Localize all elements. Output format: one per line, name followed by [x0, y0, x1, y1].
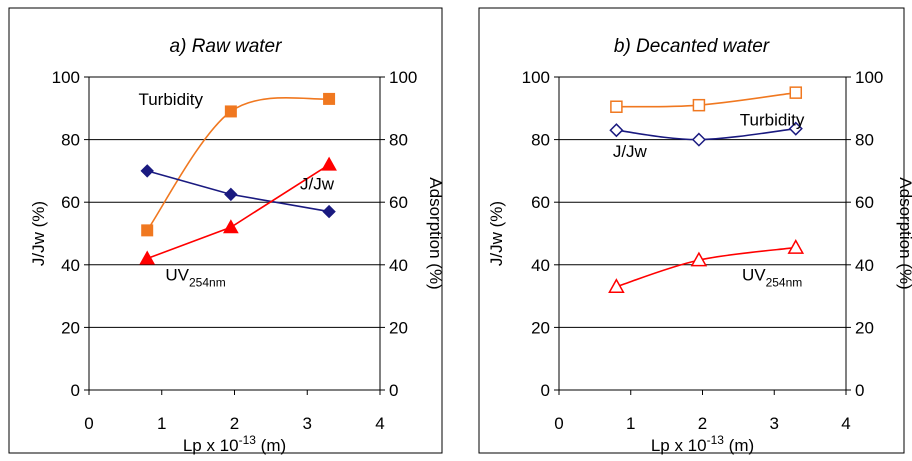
x-tick-label: 3: [770, 414, 779, 433]
y-tick-label: 60: [531, 193, 550, 212]
y2-axis-label: Adsorption (%): [426, 177, 445, 289]
data-point-triangle: [787, 239, 805, 254]
chart-frame: [8, 7, 443, 454]
y-tick-label: 40: [531, 256, 550, 275]
series-annotation-main: Turbidity: [740, 111, 805, 130]
chart-title: b) Decanted water: [614, 36, 770, 57]
y-tick-label: 20: [531, 318, 550, 337]
series-j-jw: [609, 121, 803, 147]
y2-tick-label: 100: [855, 68, 883, 87]
data-point-square: [224, 105, 237, 118]
data-point-triangle: [321, 156, 337, 171]
data-point-triangle: [690, 251, 708, 267]
series-turbidity: [610, 86, 803, 113]
x-axis-label-prefix: Lp x 10: [183, 436, 239, 455]
data-point-square: [692, 98, 706, 112]
x-axis-label-suffix: (m): [724, 436, 754, 455]
x-tick-label: 4: [375, 414, 384, 433]
data-point-diamond: [691, 132, 706, 147]
series-turbidity: [141, 92, 336, 237]
y-tick-label: 80: [61, 131, 80, 150]
y2-tick-label: 80: [389, 131, 408, 150]
x-tick-label: 0: [84, 414, 93, 433]
series-annotation-main: UV: [165, 265, 189, 284]
data-point-triangle: [139, 250, 156, 265]
y-tick-label: 100: [52, 68, 80, 87]
y-tick-label: 100: [522, 68, 550, 87]
data-point-triangle: [223, 219, 239, 234]
x-axis-label-prefix: Lp x 10: [651, 436, 707, 455]
series-annotation-main: J/Jw: [300, 175, 335, 194]
y-tick-label: 20: [61, 318, 80, 337]
data-point-square: [789, 86, 803, 99]
x-axis-label-suffix: (m): [256, 436, 286, 455]
data-point-diamond: [140, 164, 154, 178]
y2-tick-label: 0: [855, 381, 864, 400]
series-annotation: UV254nm: [165, 265, 225, 289]
y2-tick-label: 20: [855, 318, 874, 337]
data-point-diamond: [322, 204, 336, 219]
y2-tick-label: 60: [855, 193, 874, 212]
x-tick-label: 2: [698, 414, 707, 433]
x-tick-label: 1: [626, 414, 635, 433]
data-point-triangle: [608, 278, 625, 293]
y-tick-label: 0: [541, 381, 550, 400]
series-annotation-main: Turbidity: [138, 90, 203, 109]
series-annotation-sub: 254nm: [766, 275, 803, 289]
y2-tick-label: 40: [389, 256, 408, 275]
series-annotation: Turbidity: [138, 90, 203, 109]
x-tick-label: 3: [303, 414, 312, 433]
data-point-diamond: [224, 187, 238, 202]
data-point-diamond: [609, 123, 624, 138]
series-line: [616, 127, 796, 141]
y2-tick-label: 20: [389, 318, 408, 337]
y-tick-label: 60: [61, 193, 80, 212]
y2-axis-label: Adsorption (%): [896, 177, 912, 289]
x-axis-label: Lp x 10-13 (m): [651, 433, 754, 455]
series-uv254nm: [139, 156, 337, 265]
x-tick-label: 1: [157, 414, 166, 433]
y-tick-label: 0: [71, 381, 80, 400]
y-axis-label: J/Jw (%): [487, 201, 506, 266]
x-axis-label: Lp x 10-13 (m): [183, 433, 286, 455]
series-annotation: J/Jw: [300, 175, 335, 194]
series-line: [146, 96, 330, 231]
y2-tick-label: 60: [389, 193, 408, 212]
y2-tick-label: 80: [855, 131, 874, 150]
y2-tick-label: 40: [855, 256, 874, 275]
data-point-square: [610, 100, 623, 113]
series-annotation: Turbidity: [740, 111, 805, 130]
series-j-jw: [140, 164, 336, 219]
data-point-diamond: [788, 121, 803, 136]
x-axis-label-sup: -13: [239, 433, 257, 447]
x-tick-label: 4: [841, 414, 850, 433]
data-point-square: [141, 224, 154, 237]
x-tick-label: 2: [230, 414, 239, 433]
series-annotation-sub: 254nm: [189, 275, 226, 289]
series-uv254nm: [608, 239, 805, 293]
data-point-square: [323, 92, 336, 105]
series-line: [616, 91, 796, 108]
y-axis-label: J/Jw (%): [29, 201, 48, 266]
y-tick-label: 40: [61, 256, 80, 275]
chart-title: a) Raw water: [170, 36, 283, 57]
x-tick-label: 0: [554, 414, 563, 433]
series-annotation: J/Jw: [613, 142, 648, 161]
y-tick-label: 80: [531, 131, 550, 150]
x-axis-label-sup: -13: [707, 433, 725, 447]
series-annotation-main: J/Jw: [613, 142, 648, 161]
y2-tick-label: 100: [389, 68, 417, 87]
series-annotation-main: UV: [742, 265, 766, 284]
series-annotation: UV254nm: [742, 265, 802, 289]
chart-frame: [478, 7, 905, 454]
y2-tick-label: 0: [389, 381, 398, 400]
